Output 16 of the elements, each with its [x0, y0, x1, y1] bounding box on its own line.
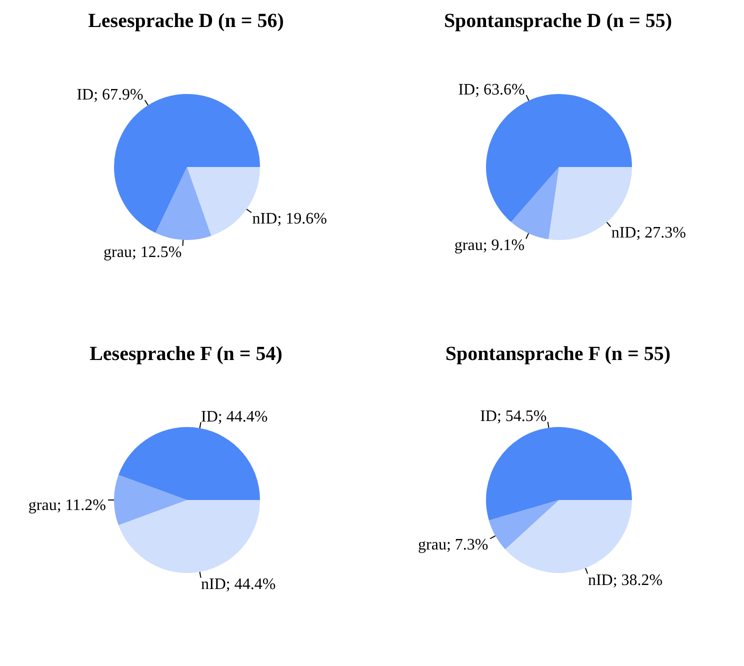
slice-label: grau; 12.5% — [104, 244, 182, 262]
slice-label: ID; 44.4% — [201, 408, 268, 426]
chart-title: Spontansprache D (n = 55) — [442, 9, 674, 34]
slice-label: nID; 27.3% — [611, 224, 686, 242]
slice-label: grau; 9.1% — [454, 236, 525, 254]
chart-title: Lesesprache D (n = 56) — [87, 9, 285, 34]
slice-label: nID; 38.2% — [588, 572, 663, 589]
slice-label: nID; 44.4% — [201, 576, 276, 593]
chart-title: Lesesprache F (n = 54) — [88, 342, 284, 367]
slice-label: ID; 63.6% — [458, 81, 525, 98]
slice-label: grau; 11.2% — [28, 497, 106, 514]
slice-label: grau; 7.3% — [418, 536, 488, 554]
slice-label: ID; 54.5% — [480, 408, 547, 425]
slice-label: ID; 67.9% — [76, 86, 144, 104]
slice-label: nID; 19.6% — [252, 210, 327, 228]
chart-title: Spontansprache F (n = 55) — [444, 342, 672, 367]
